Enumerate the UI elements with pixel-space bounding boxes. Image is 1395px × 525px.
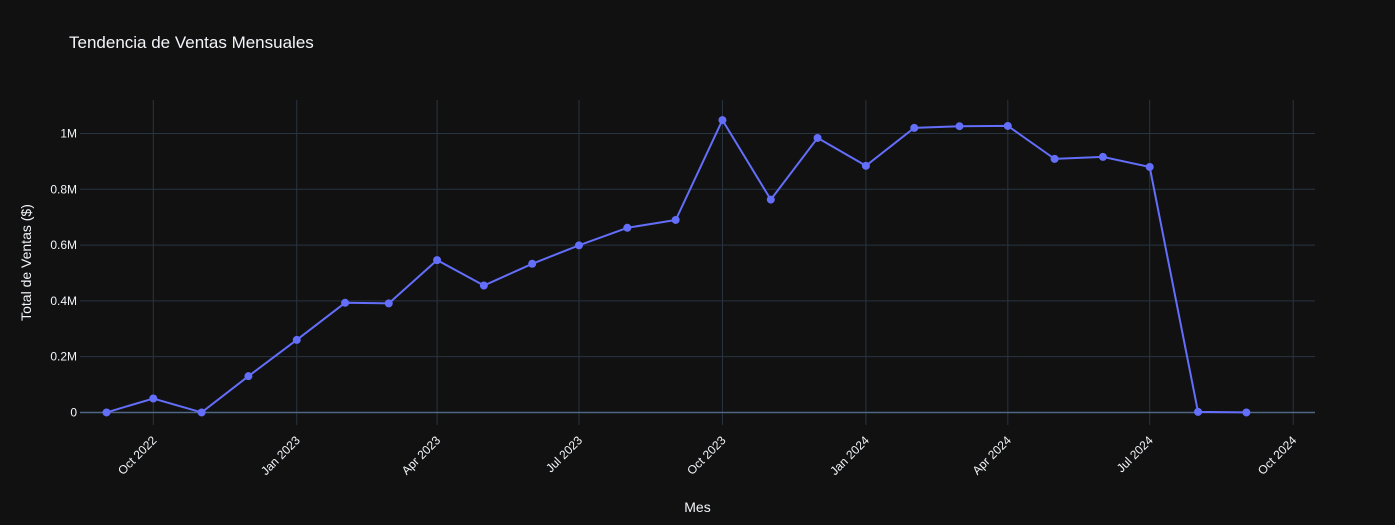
data-point[interactable]	[955, 122, 964, 131]
data-point[interactable]	[341, 298, 350, 307]
series-line	[106, 117, 1247, 414]
data-point[interactable]	[1145, 162, 1154, 171]
data-point[interactable]	[623, 223, 632, 232]
data-point[interactable]	[1050, 154, 1059, 163]
x-tick-label: Jul 2024	[1114, 433, 1156, 475]
data-point[interactable]	[384, 299, 393, 308]
data-point[interactable]	[766, 195, 775, 204]
data-point[interactable]	[574, 241, 583, 250]
y-tick-label: 0.8M	[50, 182, 77, 196]
data-point[interactable]	[1003, 121, 1012, 130]
x-tick-label: Oct 2024	[1255, 433, 1300, 478]
grid	[80, 100, 1315, 425]
y-tick-label: 0	[70, 405, 77, 419]
data-point[interactable]	[479, 281, 488, 290]
x-tick-label: Apr 2023	[399, 433, 444, 478]
x-tick-label: Jul 2023	[543, 433, 585, 475]
x-tick-label: Oct 2022	[115, 433, 160, 478]
x-tick-label: Apr 2024	[970, 433, 1015, 478]
data-point[interactable]	[910, 123, 919, 132]
data-point[interactable]	[1194, 407, 1203, 416]
data-point[interactable]	[718, 116, 727, 125]
y-tick-label: 1M	[60, 126, 77, 140]
data-point[interactable]	[292, 335, 301, 344]
x-tick-label: Jan 2024	[827, 433, 872, 478]
x-axis-ticks: Oct 2022 Jan 2023 Apr 2023 Jul 2023 Oct 2023…	[115, 433, 1299, 478]
data-point[interactable]	[102, 408, 111, 417]
data-point[interactable]	[433, 256, 442, 265]
data-point[interactable]	[861, 161, 870, 170]
data-point[interactable]	[1242, 408, 1251, 417]
chart-title: Tendencia de Ventas Mensuales	[69, 33, 314, 52]
x-tick-label: Jan 2023	[258, 433, 303, 478]
data-point[interactable]	[528, 259, 537, 268]
data-point[interactable]	[197, 408, 206, 417]
data-point[interactable]	[244, 372, 253, 381]
data-point[interactable]	[813, 133, 822, 142]
x-axis-title: Mes	[684, 499, 710, 515]
y-axis-ticks: 0 0.2M 0.4M 0.6M 0.8M 1M	[50, 126, 77, 419]
y-tick-label: 0.6M	[50, 238, 77, 252]
series-points	[102, 116, 1251, 417]
data-point[interactable]	[149, 394, 158, 403]
data-point[interactable]	[671, 215, 680, 224]
data-point[interactable]	[1098, 152, 1107, 161]
x-tick-label: Oct 2023	[684, 433, 729, 478]
series-line-layer	[106, 117, 1247, 414]
y-axis-title: Total de Ventas ($)	[18, 204, 34, 321]
y-tick-label: 0.2M	[50, 350, 77, 364]
y-tick-label: 0.4M	[50, 294, 77, 308]
